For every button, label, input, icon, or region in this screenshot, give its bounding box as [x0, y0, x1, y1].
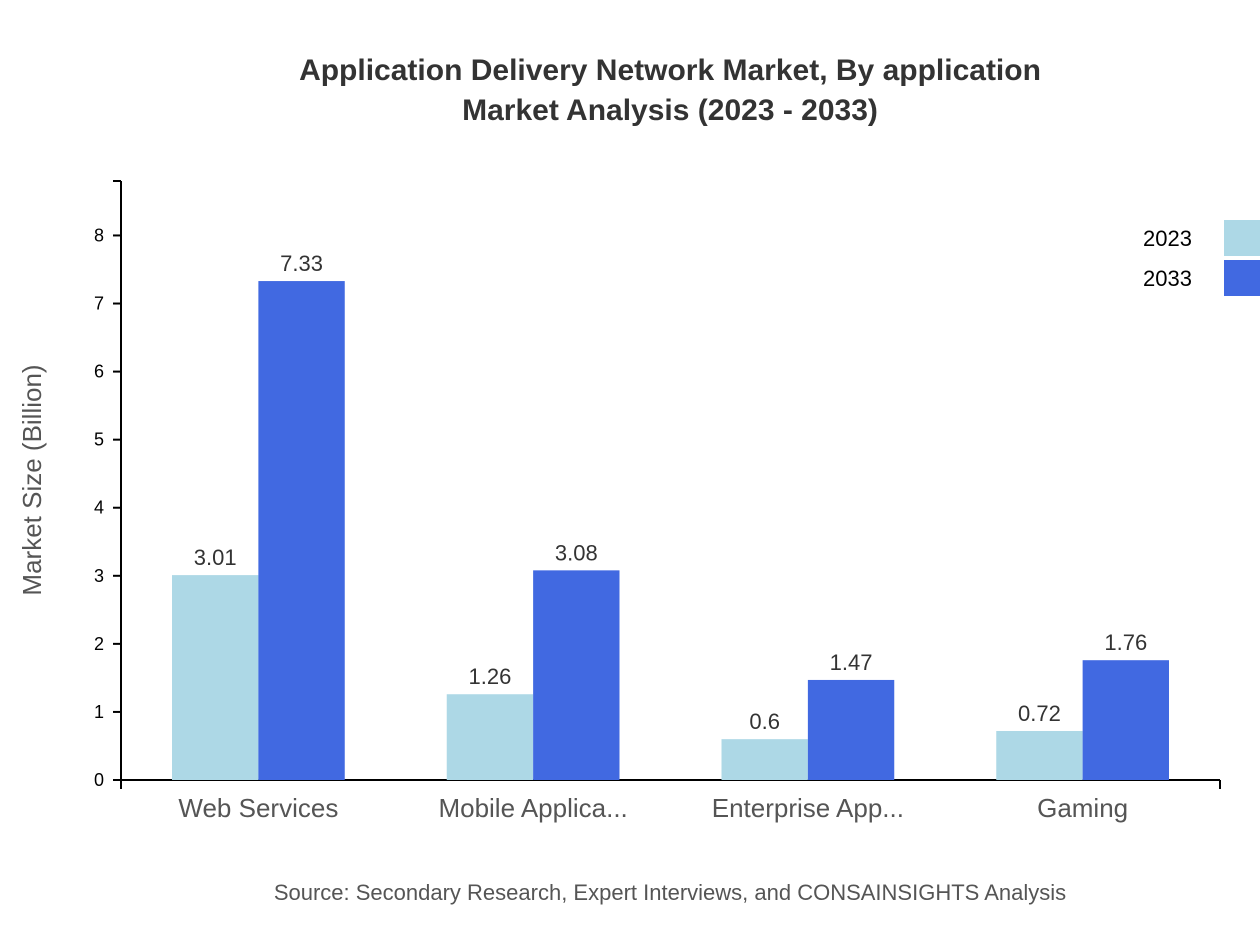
- bar-2033: [533, 570, 620, 780]
- legend-label: 2033: [1143, 266, 1192, 291]
- x-tick-label: Gaming: [1037, 793, 1128, 823]
- y-axis-label: Market Size (Billion): [17, 364, 47, 595]
- bar-2033: [1082, 660, 1169, 780]
- bar-value-label: 3.01: [194, 545, 237, 570]
- bar-2023: [721, 739, 808, 780]
- y-tick-label: 2: [94, 634, 104, 654]
- bar-2033: [807, 679, 895, 780]
- bar-2023: [996, 730, 1083, 780]
- y-tick-label: 5: [94, 430, 104, 450]
- y-tick-label: 1: [94, 702, 104, 722]
- y-tick-label: 0: [94, 770, 104, 790]
- bar-2033: [258, 281, 345, 780]
- bar-value-label: 1.47: [830, 650, 873, 675]
- source-note: Source: Secondary Research, Expert Inter…: [274, 880, 1066, 905]
- bar-2023: [172, 575, 259, 780]
- chart-title: Application Delivery Network Market, By …: [299, 54, 1041, 87]
- bar-2023: [446, 694, 534, 780]
- y-tick-label: 7: [94, 294, 104, 314]
- x-tick-label: Web Services: [178, 793, 338, 823]
- y-tick-label: 4: [94, 498, 104, 518]
- bar-value-label: 1.26: [469, 664, 512, 689]
- chart-subtitle: Market Analysis (2023 - 2033): [462, 94, 878, 127]
- x-tick-label: Mobile Applica...: [438, 793, 627, 823]
- bar-value-label: 3.08: [555, 540, 598, 565]
- legend-swatch-2033: [1224, 260, 1260, 296]
- x-tick-label: Enterprise App...: [712, 793, 904, 823]
- bar-value-label: 0.6: [749, 709, 780, 734]
- y-tick-label: 8: [94, 225, 104, 245]
- y-tick-label: 3: [94, 566, 104, 586]
- legend-label: 2023: [1143, 226, 1192, 251]
- bar-value-label: 7.33: [280, 251, 323, 276]
- bar-value-label: 0.72: [1018, 701, 1061, 726]
- bar-value-label: 1.76: [1104, 630, 1147, 655]
- y-tick-label: 6: [94, 362, 104, 382]
- legend-swatch-2023: [1224, 220, 1260, 256]
